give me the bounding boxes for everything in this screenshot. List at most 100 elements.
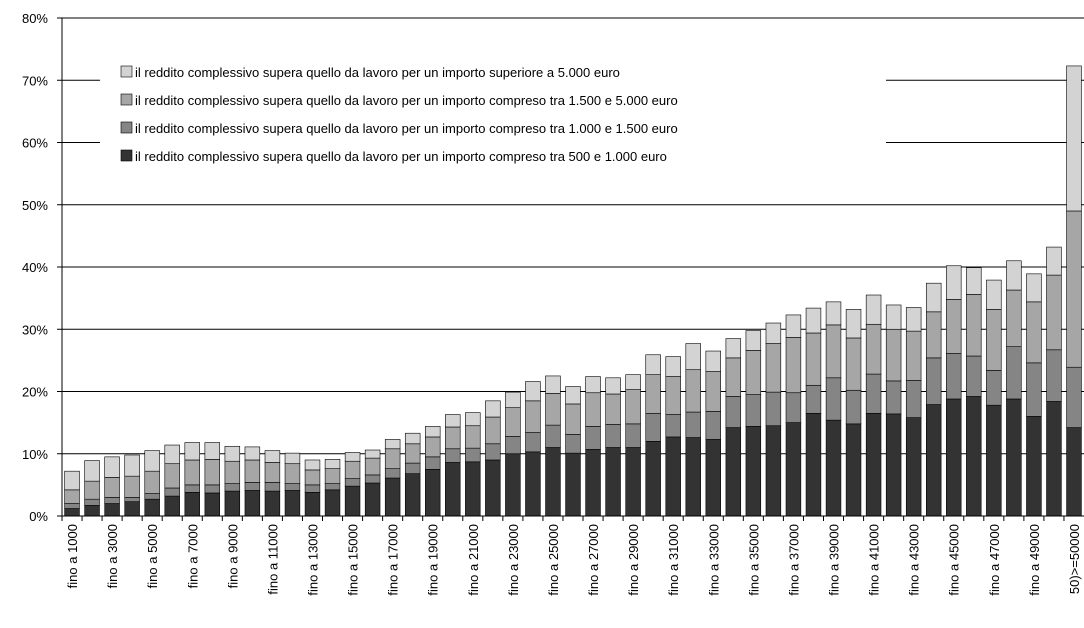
bar-segment: [104, 497, 120, 504]
bar-segment: [966, 355, 982, 397]
bar-segment: [805, 384, 822, 414]
bar-segment: [685, 437, 701, 517]
bar-segment: [1066, 65, 1082, 212]
bar-segment: [946, 265, 962, 300]
bar-segment: [545, 393, 561, 426]
bar-segment: [625, 423, 641, 448]
bar-segment: [144, 450, 160, 472]
bar-segment: [805, 332, 822, 386]
legend-swatch: [120, 93, 133, 106]
bar-segment: [745, 350, 762, 395]
bar-segment: [184, 484, 200, 493]
bar-segment: [845, 389, 862, 425]
bar-segment: [425, 469, 441, 517]
y-tick-label: 50%: [22, 198, 48, 213]
bar-segment: [645, 440, 661, 517]
bar-segment: [825, 301, 842, 326]
bar-segment: [184, 459, 200, 486]
bar-segment: [465, 447, 481, 463]
bar-segment: [264, 462, 281, 483]
bar-segment: [825, 377, 842, 421]
bar-segment: [445, 448, 461, 463]
bar-segment: [505, 391, 521, 408]
bar-segment: [585, 426, 601, 450]
bar-segment: [925, 404, 942, 517]
bar-segment: [485, 443, 501, 461]
y-tick-label: 70%: [22, 73, 48, 88]
bar-segment: [665, 414, 681, 438]
bar-segment: [605, 424, 621, 448]
bar-segment: [404, 432, 421, 445]
bar-segment: [946, 398, 962, 517]
bar-segment: [224, 460, 241, 484]
x-tick-label: fino a 17000: [386, 524, 401, 596]
bar-segment: [986, 404, 1002, 517]
bar-segment: [745, 394, 762, 427]
bar-segment: [425, 436, 441, 458]
bar-segment: [1006, 398, 1022, 517]
bar-segment: [64, 503, 80, 509]
bar-segment: [1026, 416, 1042, 517]
bar-segment: [685, 369, 701, 413]
bar-segment: [465, 461, 481, 517]
bar-segment: [865, 373, 882, 414]
bar-segment: [825, 324, 842, 379]
bar-segment: [1006, 260, 1022, 291]
bar-segment: [364, 457, 381, 476]
legend-swatch: [120, 149, 133, 162]
x-tick-label: fino a 41000: [867, 524, 882, 596]
x-tick-label: fino a 25000: [546, 524, 561, 596]
bar-segment: [865, 412, 882, 517]
y-tick-label: 0%: [29, 509, 48, 524]
bar-segment: [204, 484, 221, 494]
legend-label: il reddito complessivo supera quello da …: [135, 93, 678, 108]
bar-segment: [304, 469, 321, 486]
bar-segment: [925, 311, 942, 359]
bar-segment: [485, 416, 501, 445]
bar-segment: [525, 451, 541, 517]
bar-segment: [1026, 362, 1042, 417]
bar-segment: [1006, 289, 1022, 347]
bar-segment: [605, 447, 621, 517]
bar-segment: [184, 492, 200, 517]
bar-segment: [585, 392, 601, 427]
bar-segment: [565, 434, 581, 454]
bar-segment: [84, 460, 100, 482]
bar-segment: [304, 459, 321, 471]
bar-segment: [244, 482, 261, 491]
bar-segment: [465, 412, 481, 427]
bar-segment: [364, 474, 381, 484]
x-tick-label: fino a 1000: [65, 524, 80, 588]
bar-segment: [905, 330, 922, 381]
bar-segment: [705, 439, 721, 517]
bar-segment: [84, 505, 100, 517]
bar-segment: [404, 462, 421, 474]
bar-segment: [104, 456, 120, 478]
bar-segment: [505, 453, 521, 517]
bar-segment: [404, 473, 421, 517]
bar-segment: [84, 498, 100, 506]
bar-segment: [885, 413, 902, 517]
bar-segment: [665, 356, 681, 377]
bar-segment: [785, 337, 802, 394]
bar-segment: [505, 407, 521, 437]
x-tick-label: fino a 43000: [907, 524, 922, 596]
bar-segment: [1046, 401, 1062, 517]
bar-segment: [264, 450, 281, 463]
bar-segment: [384, 477, 401, 517]
bar-segment: [1066, 210, 1082, 368]
bar-segment: [765, 343, 782, 393]
bar-segment: [966, 294, 982, 357]
bar-segment: [625, 389, 641, 425]
bar-segment: [344, 452, 361, 462]
bar-segment: [364, 449, 381, 459]
bar-segment: [324, 459, 341, 469]
y-tick-label: 20%: [22, 385, 48, 400]
bar-segment: [1046, 349, 1062, 402]
bar-segment: [244, 459, 261, 483]
bar-segment: [284, 483, 301, 491]
bar-segment: [244, 490, 261, 517]
bar-segment: [384, 439, 401, 450]
bar-segment: [1046, 274, 1062, 351]
bar-segment: [905, 307, 922, 332]
